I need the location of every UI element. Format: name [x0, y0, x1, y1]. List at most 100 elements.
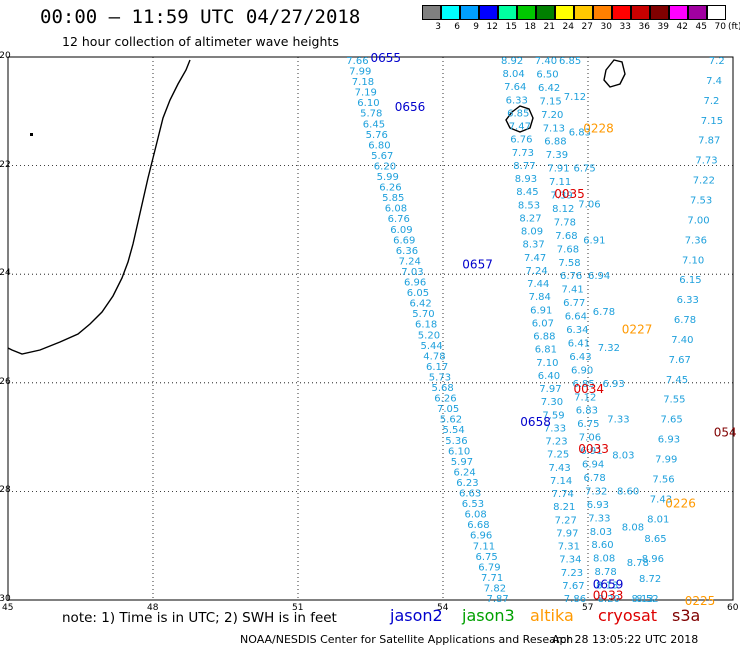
swh-value: 8.93: [515, 174, 537, 185]
latitude-tick-label: -30: [0, 594, 11, 604]
swh-value: 7.12: [574, 392, 596, 403]
swh-value: 8.60: [617, 486, 639, 497]
swh-value: 6.53: [462, 499, 484, 510]
swh-value: 7.78: [554, 217, 576, 228]
swh-value: 7.31: [558, 542, 580, 553]
swh-value: 7.03: [401, 267, 423, 278]
legend-swatch: [593, 5, 612, 20]
legend-swatch-label: 15: [505, 22, 517, 32]
credit-line: NOAA/NESDIS Center for Satellite Applica…: [240, 633, 574, 646]
pass-label-cryosat: 0035: [554, 187, 585, 201]
swh-value: 8.01: [647, 514, 669, 525]
latitude-tick-label: -24: [0, 268, 11, 279]
swh-value: 7.56: [652, 474, 674, 485]
legend-swatch: [517, 5, 536, 20]
pass-label-altika: 0225: [685, 594, 716, 608]
swh-value: 6.42: [410, 299, 432, 310]
swh-value: 7.87: [698, 136, 720, 147]
legend-swatch: [479, 5, 498, 20]
swh-value: 7.4: [706, 76, 722, 87]
swh-value: 7.59: [542, 410, 564, 421]
swh-value: 6.76: [560, 271, 582, 282]
swh-value: 8.77: [513, 161, 535, 172]
swh-value: 7.71: [481, 573, 503, 584]
longitude-tick-label: 45: [2, 603, 14, 613]
legend-swatch-label: 42: [676, 22, 688, 32]
swh-value: 8.13: [596, 581, 618, 592]
swh-value: 7.84: [529, 292, 551, 303]
pass-label-jason2: 0657: [462, 257, 493, 271]
generated-timestamp: Apr 28 13:05:22 UTC 2018: [552, 633, 699, 646]
legend-swatch: [631, 5, 650, 20]
swh-value: 6.10: [448, 446, 470, 457]
legend-swatch-label: 12: [486, 22, 498, 32]
swh-value: 6.94: [582, 460, 604, 471]
swh-value: 6.33: [677, 295, 699, 306]
swh-value: 7.10: [536, 358, 558, 369]
swh-value: 6.79: [478, 562, 500, 573]
swh-value: 7.15: [701, 116, 723, 127]
swh-value: 7.20: [541, 110, 563, 121]
swh-value: 8.52: [636, 594, 658, 605]
legend-swatch: [536, 5, 555, 20]
latitude-tick-label: -20: [0, 51, 11, 61]
swh-value: 6.05: [407, 288, 429, 299]
swh-value: 6.96: [404, 278, 426, 289]
swh-value: 7.68: [557, 244, 579, 255]
swh-value: 6.34: [566, 325, 588, 336]
swh-value: 6.93: [658, 435, 680, 446]
swh-value: 7.06: [579, 433, 601, 444]
swh-value: 6.96: [470, 531, 492, 542]
swh-value: 7.25: [547, 450, 569, 461]
swh-value: 6.64: [565, 312, 587, 323]
swh-value: 7.73: [695, 156, 717, 167]
pass-label-jason2: 0658: [520, 415, 551, 429]
swh-value: 7.97: [539, 384, 561, 395]
swh-value: 7.36: [685, 235, 707, 246]
pass-label-jason2: 0659: [593, 578, 624, 592]
legend-swatch-label: 6: [454, 22, 460, 32]
legend-swatch-label: 45: [695, 22, 707, 32]
swh-value: 7.64: [504, 82, 526, 93]
swh-value: 7.53: [690, 196, 712, 207]
swh-value: 6.90: [571, 365, 593, 376]
swh-value: 6.85: [559, 56, 581, 67]
swh-value: 7.99: [655, 455, 677, 466]
swh-value: 5.68: [432, 383, 454, 394]
swh-value: 7.11: [473, 541, 495, 552]
swh-value: 4.78: [423, 351, 445, 362]
swh-value: 6.91: [583, 235, 605, 246]
swh-value: 7.05: [437, 404, 459, 415]
legend-swatch-label: 39: [657, 22, 669, 32]
pass-label-cryosat: 0034: [574, 382, 605, 396]
reunion-island: [505, 105, 534, 133]
altimeter-tracks: 7.667.997.187.196.105.786.455.766.805.67…: [346, 56, 724, 605]
swh-value: 7.32: [598, 343, 620, 354]
swh-value: 8.13: [632, 594, 654, 605]
legend-swatch-label: 27: [581, 22, 593, 32]
swh-value: 7.11: [549, 177, 571, 188]
swh-value: 7.2: [709, 56, 725, 67]
swh-value: 6.93: [603, 379, 625, 390]
swh-value: 5.67: [371, 151, 393, 162]
swh-value: 7.15: [540, 96, 562, 107]
swh-value: 7.66: [346, 56, 368, 67]
swh-value: 6.17: [426, 362, 448, 373]
legend-swatch-label: 3: [435, 22, 441, 32]
pass-label-cryosat: 0033: [578, 442, 609, 456]
swh-value: 6.77: [563, 298, 585, 309]
swh-value: 7.13: [543, 123, 565, 134]
swh-value: 6.26: [434, 394, 456, 405]
swh-value: 6.94: [588, 271, 610, 282]
pass-label-jason2: 0656: [395, 100, 426, 114]
latitude-tick-label: -28: [0, 485, 11, 496]
swh-value: 7.67: [669, 355, 691, 366]
swh-value: 5.20: [418, 330, 440, 341]
legend-altika: altika: [530, 606, 574, 625]
swh-value: 7.97: [556, 528, 578, 539]
legend-swatch-label: 36: [638, 22, 650, 32]
longitude-tick-label: 48: [147, 603, 159, 613]
swh-value: 7.14: [550, 476, 572, 487]
latitude-tick-label: -22: [0, 159, 11, 170]
small-island: [30, 133, 33, 136]
